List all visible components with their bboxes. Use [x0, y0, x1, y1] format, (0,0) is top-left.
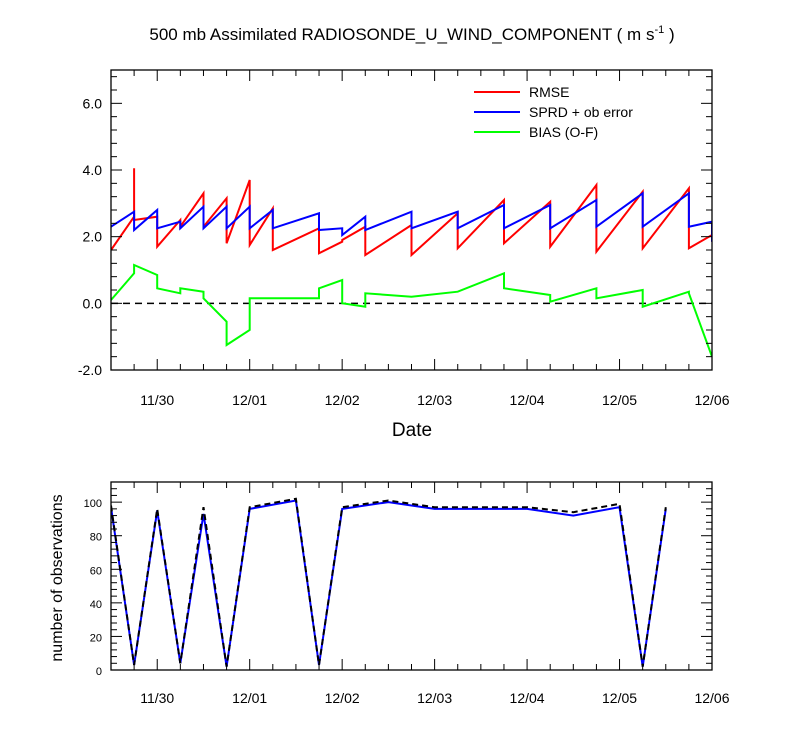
top-plot-frame: [110, 69, 713, 371]
top-y-tick-label: -2.0: [78, 362, 102, 378]
bottom-x-tick-label: 12/06: [694, 690, 729, 706]
top-y-tick-label: 6.0: [83, 95, 103, 111]
bottom-y-tick-label: 0: [96, 666, 102, 678]
bottom-x-tick-label: 12/04: [510, 690, 545, 706]
top-x-tick-label: 12/03: [417, 392, 452, 408]
bottom-y-tick-label: 20: [90, 632, 102, 644]
chart-title-superscript: -1: [654, 24, 664, 36]
bottom-x-tick-label: 12/03: [417, 690, 452, 706]
legend-label-bias: BIAS (O-F): [529, 124, 598, 140]
y-axis-label-observations: number of observations: [49, 494, 66, 661]
top-panel: 11/30 12/01 12/02 12/03 12/04 12/05 12/06 -2.0 0…: [78, 69, 730, 441]
bottom-series-line-possible: [111, 497, 667, 667]
chart-title: 500 mb Assimilated RADIOSONDE_U_WIND_COM…: [149, 24, 674, 44]
bottom-y-tick-label: 40: [90, 599, 102, 611]
top-y-tick-label: 2.0: [83, 229, 103, 245]
top-series-line-sprd-ob-error: [111, 191, 712, 243]
chart-title-main: 500 mb Assimilated RADIOSONDE_U_WIND_COM…: [149, 25, 654, 44]
top-y-tick-label: 0.0: [83, 295, 103, 311]
bottom-x-tick-label: 12/02: [325, 690, 360, 706]
bottom-panel: 11/30 12/01 12/02 12/03 12/04 12/05 12/06 0 20 40…: [49, 481, 730, 706]
bottom-series-line-assimilated: [111, 499, 667, 667]
top-x-tick-label: 12/02: [325, 392, 360, 408]
bottom-x-tick-label: 12/01: [232, 690, 267, 706]
bottom-plot-content: [111, 497, 667, 667]
bottom-y-tick-label: 100: [84, 498, 102, 510]
top-x-tick-label: 12/05: [602, 392, 637, 408]
legend-label-sprd: SPRD + ob error: [529, 104, 633, 120]
x-axis-label-date: Date: [392, 420, 432, 441]
top-axes: 11/30 12/01 12/02 12/03 12/04 12/05 12/06 -2.0 0…: [78, 70, 730, 408]
top-series-line-rmse: [111, 179, 712, 258]
top-x-tick-label: 12/01: [232, 392, 267, 408]
bottom-axes: 11/30 12/01 12/02 12/03 12/04 12/05 12/06 0 20 40…: [84, 481, 730, 706]
bottom-x-tick-label: 11/30: [140, 690, 174, 706]
bottom-plot-frame: [110, 481, 713, 671]
legend-label-rmse: RMSE: [529, 84, 569, 100]
bottom-y-tick-label: 60: [90, 565, 102, 577]
top-legend: RMSE SPRD + ob error BIAS (O-F): [474, 84, 633, 140]
top-x-tick-label: 11/30: [140, 392, 174, 408]
top-plot-content: [111, 168, 712, 358]
top-x-tick-label: 12/06: [694, 392, 729, 408]
top-y-tick-label: 4.0: [83, 162, 103, 178]
top-x-tick-label: 12/04: [510, 392, 545, 408]
chart-title-end: ): [664, 25, 674, 44]
top-series-line-bias-o-f: [111, 263, 712, 358]
bottom-x-tick-label: 12/05: [602, 690, 637, 706]
bottom-y-tick-label: 80: [90, 532, 102, 544]
